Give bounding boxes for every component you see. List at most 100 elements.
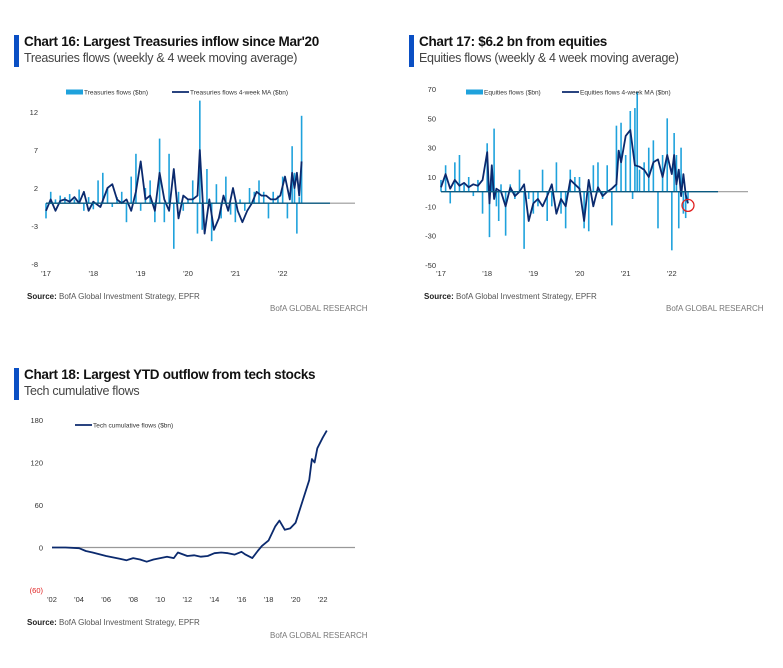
legend-label: Equities flows ($bn): [484, 90, 541, 97]
bar: [675, 155, 678, 192]
bar: [677, 191, 680, 229]
chart-title: Chart 16: Largest Treasuries inflow sinc…: [24, 34, 319, 49]
series-line: [52, 430, 328, 563]
bar: [163, 203, 166, 223]
x-tick-label: '17: [41, 269, 51, 278]
bar: [647, 147, 650, 192]
chart-subtitle: Treasuries flows (weekly & 4 week moving…: [24, 51, 298, 65]
y-tick-label: -3: [31, 222, 38, 231]
series-line: [440, 129, 689, 222]
bar: [296, 203, 298, 234]
x-tick-label: '20: [183, 269, 193, 278]
bar: [620, 122, 622, 192]
chart-subtitle: Tech cumulative flows: [24, 384, 140, 398]
bar: [578, 177, 581, 192]
bar: [173, 203, 175, 249]
bar: [592, 165, 595, 192]
bar: [59, 195, 61, 204]
bar: [168, 153, 170, 204]
x-tick-label: '22: [667, 269, 677, 278]
y-tick-label: 60: [35, 501, 43, 510]
y-tick-label: (60): [30, 586, 44, 595]
bar: [634, 108, 636, 192]
bar: [102, 172, 104, 204]
title-accent-bar: [409, 35, 414, 67]
source-note: Source: BofA Global Investment Strategy,…: [27, 618, 200, 627]
brand-label: BofA GLOBAL RESEARCH: [270, 304, 368, 313]
highlight-circle: [681, 198, 695, 213]
bar: [73, 199, 76, 204]
title-accent-bar: [14, 35, 19, 67]
bar: [564, 191, 567, 229]
bar: [225, 176, 227, 204]
bar: [54, 199, 57, 204]
bar: [267, 203, 270, 219]
x-tick-label: '20: [291, 595, 301, 604]
bar: [444, 165, 447, 192]
y-tick-label: 0: [39, 544, 43, 553]
bar: [587, 191, 590, 232]
bar: [149, 180, 151, 204]
series-line: [45, 149, 303, 235]
bar: [239, 199, 241, 204]
x-tick-label: '19: [528, 269, 538, 278]
bar: [631, 191, 634, 199]
y-tick-label: -50: [425, 261, 436, 270]
bar: [657, 191, 659, 229]
x-tick-label: '18: [482, 269, 492, 278]
bar: [523, 191, 525, 249]
bar: [597, 162, 599, 192]
y-tick-label: -8: [31, 260, 38, 269]
bar: [281, 176, 284, 204]
y-tick-label: 70: [428, 85, 436, 94]
bar: [298, 197, 301, 204]
bar: [541, 169, 544, 192]
chart-title: Chart 17: $6.2 bn from equities: [419, 34, 607, 49]
bar: [493, 128, 495, 192]
bar: [490, 177, 493, 192]
bar: [687, 191, 689, 201]
x-tick-label: '08: [128, 595, 138, 604]
bar: [583, 191, 585, 229]
bar: [449, 191, 452, 204]
legend-label: Treasuries flows ($bn): [84, 90, 148, 97]
bar: [130, 176, 132, 204]
bar: [555, 162, 558, 192]
bar: [615, 125, 618, 192]
bar: [210, 203, 213, 242]
bar: [206, 169, 208, 204]
bar: [258, 180, 260, 204]
bar: [215, 184, 218, 204]
y-tick-label: 2: [34, 184, 38, 193]
bar: [262, 191, 265, 204]
x-tick-label: '18: [264, 595, 274, 604]
brand-label: BofA GLOBAL RESEARCH: [270, 631, 368, 640]
source-label: Source:: [27, 292, 57, 301]
source-label: Source:: [27, 618, 57, 627]
bar: [481, 191, 484, 214]
bar: [467, 177, 470, 192]
legend-swatch: [66, 89, 83, 95]
bar: [680, 147, 682, 192]
chart-subtitle: Equities flows (weekly & 4 week moving a…: [419, 51, 679, 65]
bar: [135, 153, 137, 204]
x-tick-label: '04: [74, 595, 84, 604]
bar: [244, 203, 246, 211]
bar: [182, 203, 185, 211]
bar: [606, 165, 608, 192]
y-tick-label: 50: [428, 114, 436, 123]
bar: [643, 162, 645, 192]
x-tick-label: '10: [155, 595, 165, 604]
bar: [277, 195, 279, 204]
bar: [551, 191, 553, 207]
bar: [472, 191, 475, 197]
y-tick-label: 30: [428, 144, 436, 153]
y-tick-label: -30: [425, 232, 436, 241]
bar: [196, 203, 199, 234]
x-tick-label: '18: [88, 269, 98, 278]
x-tick-label: '06: [101, 595, 111, 604]
x-tick-label: '22: [278, 269, 288, 278]
bar: [636, 91, 639, 192]
x-tick-label: '19: [136, 269, 146, 278]
